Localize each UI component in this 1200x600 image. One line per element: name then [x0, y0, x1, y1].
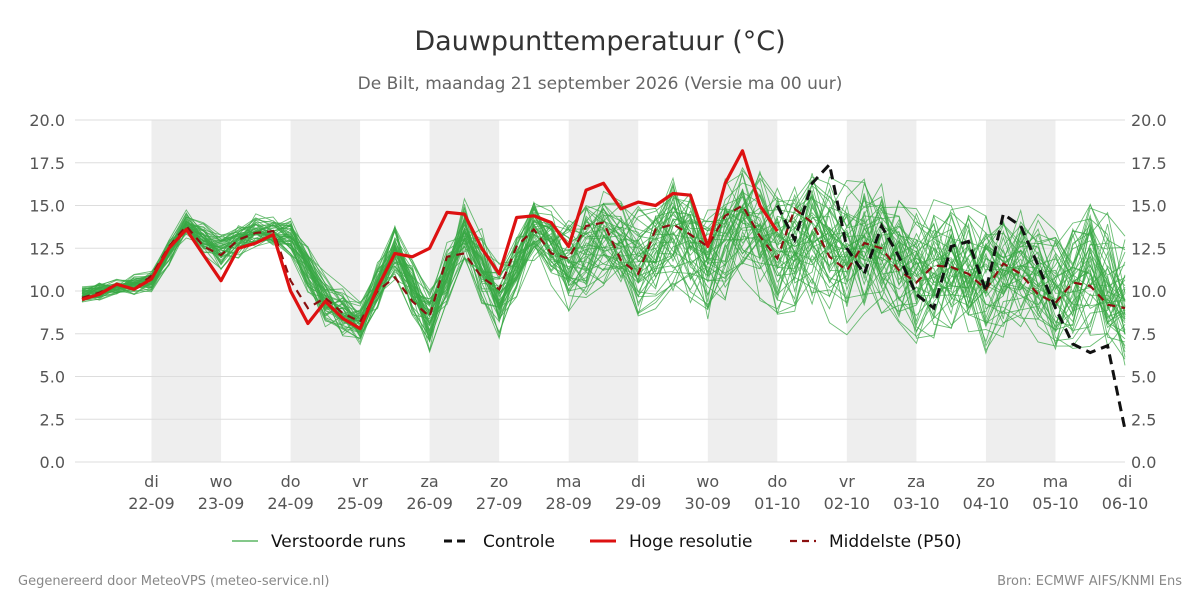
ensemble-run-22 — [81, 182, 1126, 313]
hires-line — [81, 149, 779, 331]
x-tick-date-0: 22-09 — [128, 494, 175, 513]
x-tick-date-13: 05-10 — [1032, 494, 1079, 513]
x-tick-day-9: do — [767, 472, 787, 491]
legend-label-median: Middelste (P50) — [829, 532, 962, 552]
x-tick-date-14: 06-10 — [1102, 494, 1149, 513]
x-tick-day-13: ma — [1043, 472, 1068, 491]
x-tick-day-0: di — [144, 472, 159, 491]
x-tick-day-1: wo — [210, 472, 233, 491]
x-tick-day-7: di — [631, 472, 646, 491]
x-tick-date-2: 24-09 — [267, 494, 314, 513]
x-tick-day-11: za — [907, 472, 925, 491]
x-tick-date-7: 29-09 — [615, 494, 662, 513]
y-tick-right-0: 0.0 — [1131, 453, 1156, 472]
y-tick-left-8: 20.0 — [29, 111, 65, 130]
y-tick-right-2: 5.0 — [1131, 368, 1156, 387]
y-tick-right-3: 7.5 — [1131, 325, 1156, 344]
x-tick-day-14: di — [1118, 472, 1133, 491]
legend-item-control[interactable]: Controle — [444, 532, 555, 552]
ensemble-run-46 — [81, 195, 1126, 319]
x-tick-day-10: vr — [839, 472, 855, 491]
x-tick-day-8: wo — [696, 472, 719, 491]
y-tick-right-1: 2.5 — [1131, 410, 1156, 429]
legend-label-ensemble: Verstoorde runs — [271, 532, 406, 552]
y-tick-right-7: 17.5 — [1131, 154, 1167, 173]
median-line — [81, 203, 1126, 324]
y-tick-right-4: 10.0 — [1131, 282, 1167, 301]
ensemble-run-34 — [81, 169, 1126, 333]
chart-title: Dauwpunttemperatuur (°C) — [414, 26, 785, 57]
y-tick-right-5: 12.5 — [1131, 239, 1167, 258]
footer-source: Bron: ECMWF AIFS/KNMI Ens — [997, 574, 1182, 589]
y-tick-left-1: 2.5 — [40, 410, 65, 429]
y-tick-left-5: 12.5 — [29, 239, 65, 258]
x-tick-date-3: 25-09 — [337, 494, 384, 513]
legend-item-ensemble[interactable]: Verstoorde runs — [232, 532, 406, 552]
legend-item-median[interactable]: Middelste (P50) — [790, 532, 962, 552]
legend-item-hires[interactable]: Hoge resolutie — [590, 532, 753, 552]
control-line — [775, 161, 1127, 430]
x-tick-day-3: vr — [352, 472, 368, 491]
x-tick-date-10: 02-10 — [824, 494, 871, 513]
legend-label-hires: Hoge resolutie — [629, 532, 753, 552]
y-tick-left-0: 0.0 — [40, 453, 65, 472]
footer-credit: Gegenereerd door MeteoVPS (meteo-service… — [18, 574, 329, 589]
x-tick-day-4: za — [421, 472, 439, 491]
legend: Verstoorde runs Controle Hoge resolutie … — [232, 532, 962, 552]
x-tick-day-12: zo — [977, 472, 995, 491]
chart-subtitle: De Bilt, maandag 21 september 2026 (Vers… — [358, 74, 843, 94]
x-tick-date-8: 30-09 — [685, 494, 732, 513]
y-tick-right-6: 15.0 — [1131, 197, 1167, 216]
y-tick-left-2: 5.0 — [40, 368, 65, 387]
x-tick-date-6: 28-09 — [545, 494, 592, 513]
x-tick-date-12: 04-10 — [963, 494, 1010, 513]
y-tick-left-4: 10.0 — [29, 282, 65, 301]
legend-label-control: Controle — [483, 532, 555, 552]
ensemble-run-45 — [81, 195, 1126, 335]
ensemble-runs — [81, 166, 1126, 366]
ensemble-run-26 — [81, 172, 1126, 328]
x-tick-day-6: ma — [556, 472, 581, 491]
x-tick-day-5: zo — [490, 472, 508, 491]
y-axis-left: 0.0 2.5 5.0 7.5 10.0 12.5 15.0 17.5 20.0 — [29, 111, 65, 472]
x-tick-date-4: 26-09 — [406, 494, 453, 513]
y-tick-left-7: 17.5 — [29, 154, 65, 173]
x-tick-day-2: do — [281, 472, 301, 491]
y-tick-left-3: 7.5 — [40, 325, 65, 344]
ensemble-run-28 — [81, 198, 1126, 315]
y-tick-left-6: 15.0 — [29, 197, 65, 216]
x-tick-date-5: 27-09 — [476, 494, 523, 513]
x-axis: di 22-09 wo 23-09 do 24-09 vr 25-09 za 26-09 zo 27-… — [128, 472, 1148, 513]
y-tick-right-8: 20.0 — [1131, 111, 1167, 130]
y-axis-right: 0.0 2.5 5.0 7.5 10.0 12.5 15.0 17.5 20.0 — [1131, 111, 1167, 472]
x-tick-date-1: 23-09 — [198, 494, 245, 513]
x-tick-date-9: 01-10 — [754, 494, 801, 513]
x-tick-date-11: 03-10 — [893, 494, 940, 513]
